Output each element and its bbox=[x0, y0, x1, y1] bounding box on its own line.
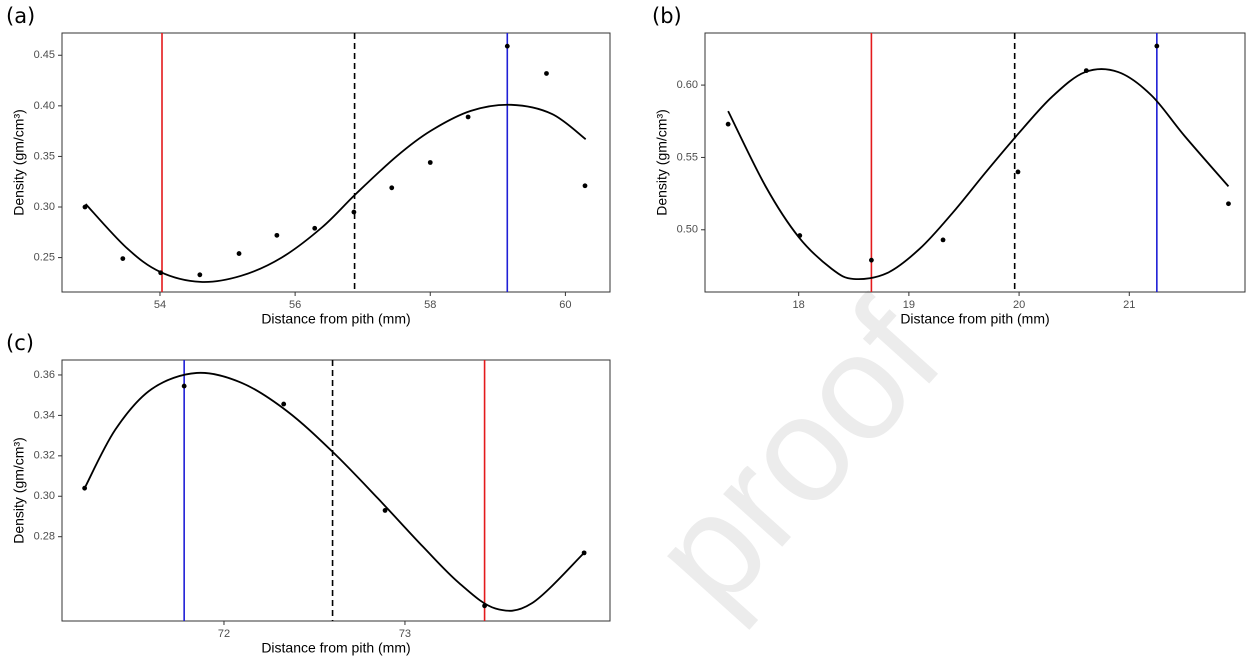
data-point bbox=[274, 232, 280, 238]
fit-curve bbox=[83, 371, 585, 612]
data-point bbox=[1015, 169, 1021, 175]
y-tick-label: 0.30 bbox=[34, 490, 55, 502]
panel-label: (b) bbox=[652, 4, 682, 28]
x-tick-label: 58 bbox=[424, 299, 436, 311]
x-axis-title: Distance from pith (mm) bbox=[900, 311, 1049, 327]
data-point bbox=[1083, 68, 1089, 74]
data-point bbox=[389, 185, 395, 191]
data-point bbox=[427, 160, 433, 165]
y-tick-label: 0.35 bbox=[34, 150, 55, 162]
data-point bbox=[582, 183, 588, 189]
y-tick-label: 0.50 bbox=[677, 224, 698, 236]
y-tick-label: 0.40 bbox=[34, 100, 55, 112]
data-point bbox=[482, 603, 487, 609]
data-point bbox=[382, 508, 388, 513]
data-point bbox=[82, 204, 88, 210]
data-point bbox=[869, 257, 874, 263]
plot-frame bbox=[704, 32, 1246, 293]
data-point bbox=[281, 401, 287, 407]
data-point bbox=[465, 114, 471, 120]
data-point bbox=[940, 237, 946, 243]
data-point bbox=[158, 270, 164, 276]
data-point bbox=[197, 272, 203, 278]
data-point bbox=[120, 256, 126, 262]
y-tick-label: 0.36 bbox=[34, 369, 55, 381]
y-tick-label: 0.60 bbox=[677, 79, 698, 91]
fit-curve bbox=[727, 68, 1230, 281]
data-point bbox=[236, 251, 242, 256]
data-point bbox=[181, 383, 187, 389]
x-tick-label: 20 bbox=[1013, 299, 1025, 311]
y-tick-label: 0.55 bbox=[677, 151, 698, 163]
y-tick-label: 0.30 bbox=[34, 201, 55, 213]
x-tick-label: 21 bbox=[1123, 299, 1135, 311]
data-point bbox=[351, 209, 357, 215]
x-tick-label: 56 bbox=[289, 299, 301, 311]
data-point bbox=[544, 71, 549, 76]
data-point bbox=[725, 121, 731, 127]
x-tick-label: 72 bbox=[218, 628, 230, 640]
y-tick-label: 0.45 bbox=[34, 49, 55, 61]
fit-curve bbox=[84, 103, 587, 283]
data-point bbox=[504, 43, 510, 49]
x-tick-label: 19 bbox=[903, 299, 915, 311]
data-point bbox=[1154, 43, 1160, 49]
plot-frame bbox=[61, 32, 611, 293]
data-point bbox=[312, 225, 318, 231]
x-tick-label: 18 bbox=[793, 299, 805, 311]
x-axis-title: Distance from pith (mm) bbox=[261, 311, 410, 327]
x-axis-title: Distance from pith (mm) bbox=[261, 640, 410, 656]
x-tick-label: 60 bbox=[559, 299, 571, 311]
panel-label: (a) bbox=[6, 4, 35, 28]
y-tick-label: 0.34 bbox=[34, 409, 55, 421]
x-tick-label: 73 bbox=[399, 628, 411, 640]
data-point bbox=[797, 233, 803, 238]
data-point bbox=[1226, 201, 1231, 207]
y-tick-label: 0.25 bbox=[34, 252, 55, 264]
y-tick-label: 0.28 bbox=[34, 531, 55, 543]
y-axis-title: Density (gm/cm³) bbox=[11, 437, 27, 544]
plot-frame bbox=[61, 359, 611, 622]
data-point bbox=[82, 485, 88, 491]
y-axis-title: Density (gm/cm³) bbox=[11, 109, 27, 216]
y-axis-title: Density (gm/cm³) bbox=[654, 109, 670, 216]
data-point bbox=[581, 550, 587, 556]
x-tick-label: 54 bbox=[154, 299, 166, 311]
y-tick-label: 0.32 bbox=[34, 450, 55, 462]
panel-label: (c) bbox=[6, 331, 34, 355]
